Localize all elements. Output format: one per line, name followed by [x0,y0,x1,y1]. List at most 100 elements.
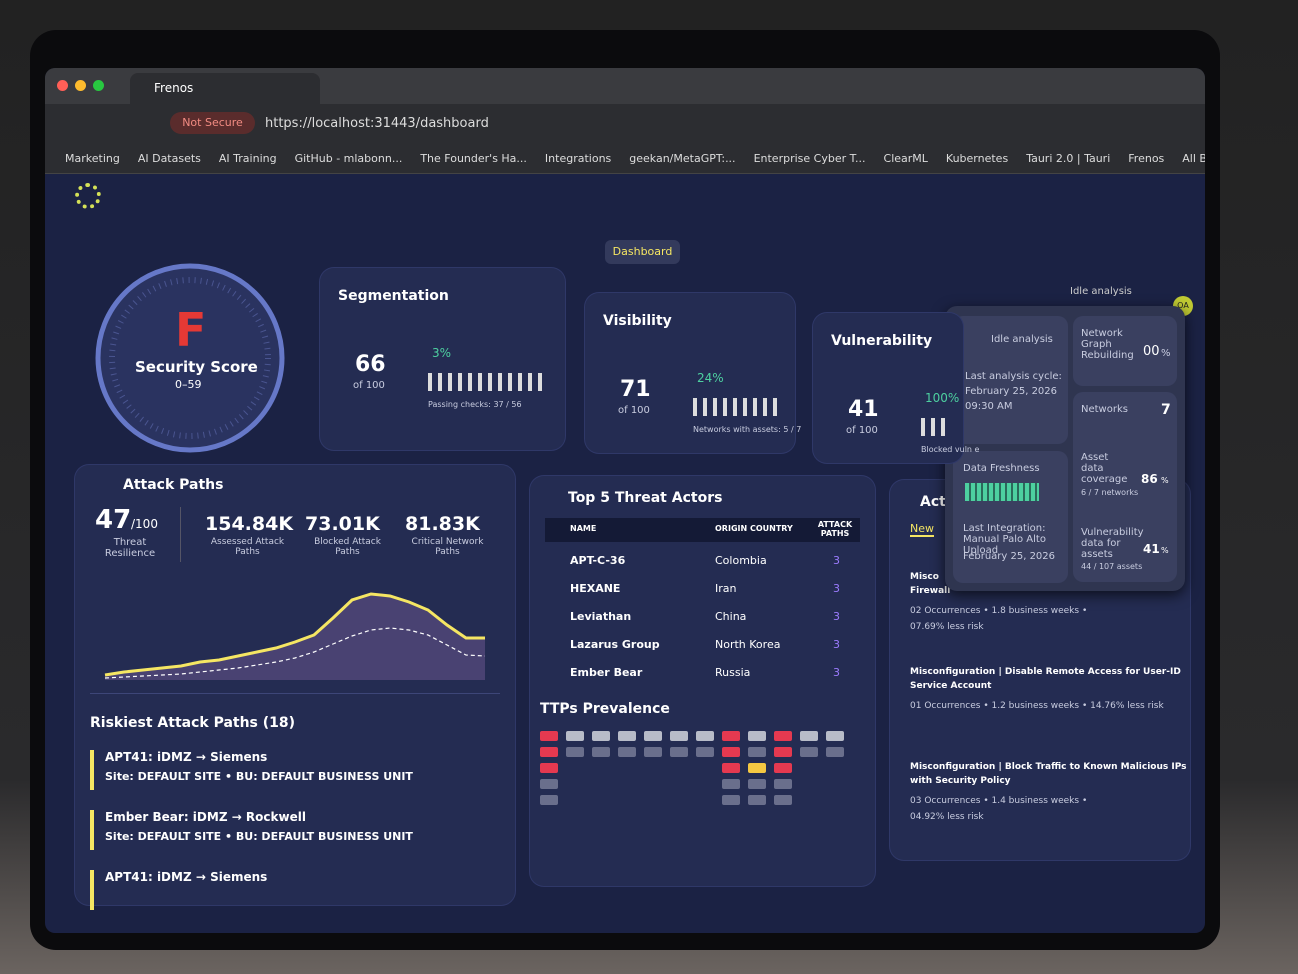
cell: 3 [833,554,840,567]
delta: 3% [432,346,452,360]
bookmark[interactable]: Frenos [1128,152,1165,165]
card-title: Vulnerability [831,333,933,349]
bookmark[interactable]: AI Datasets [137,152,201,165]
check-bars [921,418,946,436]
ttp-cell [748,779,766,789]
status[interactable]: Idle analysis [1070,286,1132,297]
url[interactable]: https://localhost:31443/dashboard [265,116,489,131]
attack-paths-title: Attack Paths [123,477,224,493]
not-secure[interactable]: Not Secure [170,112,255,134]
risk-path[interactable]: APT41: iDMZ → Siemens [105,870,268,884]
ttp-cell [540,731,558,741]
ttp-cell [774,747,792,757]
vuln-sub: 44 / 107 assets [1081,562,1143,571]
ttp-cell [722,795,740,805]
delta: 100% [925,391,960,405]
ttp-cell [774,731,792,741]
bookmark[interactable]: Marketing [65,152,120,165]
bookmark[interactable]: Kubernetes [945,152,1009,165]
max-dot[interactable] [93,80,104,91]
graph-tile: Network Graph Rebuilding 00 % [1073,316,1177,386]
networks-value: 7 [1161,402,1171,418]
trend-line [104,592,485,677]
activity-title[interactable]: Misco [910,572,939,582]
bookmark[interactable]: AI Training [218,152,277,165]
idle-tile: Idle analysis Last analysis cycle: Febru… [953,316,1068,444]
bookmark[interactable]: The Founder's Ha... [420,152,527,165]
ttp-cell [566,747,584,757]
cell: 3 [833,638,840,651]
risk-path[interactable]: Ember Bear: iDMZ → Rockwell [105,810,306,824]
risk-path[interactable]: APT41: iDMZ → Siemens [105,750,268,764]
ttp-cell [592,747,610,757]
activity-title[interactable]: Misconfiguration | Disable Remote Access… [910,667,1181,677]
toolbar: Not Secure https://localhost:31443/dashb… [45,104,1205,144]
vuln-value: 41 [1143,542,1160,556]
bookmark[interactable]: Tauri 2.0 | Tauri [1026,152,1111,165]
ttp-cell [722,763,740,773]
ttp-cell [644,747,662,757]
bookmarks-bar: Marketing AI Datasets AI Training GitHub - … [45,144,1205,174]
resilience-suffix: /100 [131,517,158,531]
bookmark[interactable]: ClearML [883,152,928,165]
cell: Russia [715,666,751,679]
attack-paths-card: Attack Paths 47 /100 Threat Resilience 1… [75,465,515,910]
col-header: ORIGIN COUNTRY [715,524,793,533]
dashboard-button[interactable]: Dashboard [605,240,680,264]
gauge-value: 71 [620,377,651,402]
ttp-cell [540,763,558,773]
activity-title-2: with Security Policy [910,776,1011,786]
idle-title: Idle analysis [991,334,1053,345]
bookmark[interactable]: All Bookmarks [1182,152,1205,165]
ttp-cell [644,731,662,741]
ttp-cell [774,779,792,789]
vuln-label: Vulnerability data for assets [1081,527,1144,560]
risk-marker [90,810,94,850]
activity-meta: 03 Occurrences • 1.4 business weeks • [910,796,1088,806]
bookmark[interactable]: Integrations [544,152,612,165]
activity-change: 04.92% less risk [910,812,984,822]
graph-value: 00 [1143,344,1160,359]
risk-site: Site: DEFAULT SITE • BU: DEFAULT BUSINES… [105,830,413,843]
ttp-cell [592,731,610,741]
min-dot[interactable] [75,80,86,91]
ttp-cell [722,779,740,789]
resilience-label: Threat Resilience [104,537,156,559]
freshness-tile: Data Freshness Last Integration: Manual … [953,451,1068,583]
asset-value: 86 [1141,472,1158,486]
threat-actors-card: Top 5 Threat Actors NAME ORIGIN COUNTRY AT… [530,476,875,886]
activity-meta: 02 Occurrences • 1.8 business weeks • [910,606,1088,616]
analysis-popup: Idle analysis Last analysis cycle: Febru… [945,306,1185,591]
bookmark[interactable]: Enterprise Cyber T... [753,152,866,165]
ttp-cell [800,731,818,741]
ttp-cell [774,795,792,805]
freshness-label: Data Freshness [963,463,1040,474]
tab-bar: Frenos [45,68,1205,104]
cell: Iran [715,582,737,595]
col-header: NAME [570,524,597,533]
ttp-cell [800,747,818,757]
activity-title[interactable]: Misconfiguration | Block Traffic to Know… [910,762,1187,772]
actor-name: Leviathan [570,610,632,623]
dial-ticks [109,277,271,439]
score-card: Visibility 71 of 100 24% Networks with asset… [585,293,801,453]
ttp-cell [618,747,636,757]
stat-label: Critical Network Paths [411,537,484,557]
activity-tab[interactable]: New [910,522,934,537]
logo[interactable] [75,183,101,209]
card-title: Segmentation [338,288,449,304]
bookmark[interactable]: GitHub - mlabonn... [294,152,403,165]
ttp-cell [540,795,558,805]
score-range: 0–59 [175,378,202,391]
tab[interactable]: Frenos [130,73,320,104]
cell: Colombia [715,554,767,567]
close-dot[interactable] [57,80,68,91]
score-label: Security Score [135,358,258,376]
screen: Frenos Not Secure https://localhost:3144… [45,68,1205,933]
ttp-cell [670,731,688,741]
activity-title-2: Service Account [910,681,992,691]
score-card: Segmentation 66 of 100 3% Passing checks: 37… [320,268,565,450]
divider [90,693,500,694]
risk-marker [90,750,94,790]
bookmark[interactable]: geekan/MetaGPT:... [629,152,736,165]
